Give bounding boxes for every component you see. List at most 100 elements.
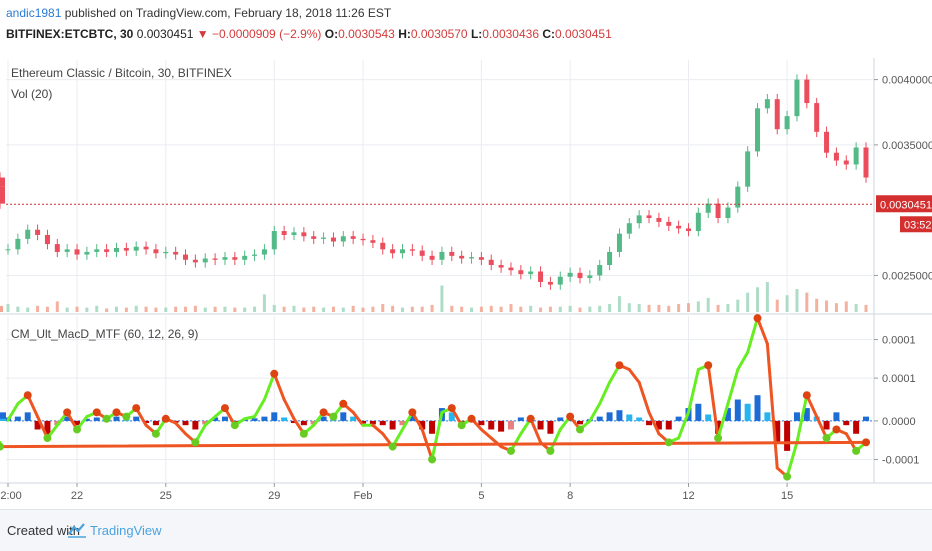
macd-histogram-bar (774, 420, 781, 443)
volume-bar (154, 307, 158, 312)
macd-histogram-bar (764, 412, 771, 421)
volume-bar (440, 285, 444, 312)
time-tick-label: 8 (567, 490, 573, 502)
candle-body (814, 103, 820, 132)
macd-cross-dot (63, 408, 72, 417)
macd-cross-dot (230, 421, 239, 430)
candle-body (784, 116, 790, 130)
macd-histogram-bar (517, 417, 524, 421)
candle-body (173, 251, 179, 255)
tradingview-brand[interactable]: TradingView (90, 523, 162, 538)
created-with-text: Created with (7, 523, 80, 538)
macd-histogram-bar (803, 408, 810, 421)
macd-histogram-bar (251, 418, 258, 421)
candle-body (25, 229, 31, 239)
candle-body (261, 249, 267, 255)
volume-bar (578, 307, 582, 312)
macd-cross-dot (23, 391, 32, 400)
candle-body (35, 229, 41, 235)
macd-line-segment (0, 440, 868, 449)
macd-line-segment (430, 410, 444, 461)
macd-tick-label: 0.0000 (882, 416, 916, 428)
macd-line-segment (736, 350, 750, 372)
candle-body (94, 249, 100, 252)
time-axis: 12:00 22 25 29 Feb 5 8 12 15 (0, 483, 793, 502)
volume-bar (322, 307, 326, 312)
macd-histogram-bar (34, 420, 41, 430)
volume-bar (55, 301, 59, 312)
candle-body (64, 249, 70, 252)
volume-bar (479, 306, 483, 312)
macd-histogram-bar (833, 412, 840, 421)
volume-bar (499, 306, 503, 312)
macd-line-segment (6, 402, 20, 422)
macd-histogram-bar (202, 420, 209, 425)
candle-body (123, 248, 129, 251)
candle-body (705, 203, 711, 213)
macd-histogram-bar (44, 420, 51, 439)
tradingview-logo-icon[interactable] (68, 522, 86, 538)
volume-bar (371, 306, 375, 312)
macd-histogram-bar (843, 420, 850, 426)
candle-body (843, 160, 849, 165)
volume-bar (489, 305, 493, 312)
volume-bar (726, 304, 730, 312)
candle-body (15, 238, 21, 250)
volume-bar (677, 304, 681, 312)
candle-body (419, 250, 425, 256)
macd-histogram-bar (606, 412, 613, 421)
candle-body (666, 221, 672, 226)
candle-body (252, 254, 258, 256)
macd-line-segment (174, 421, 188, 436)
macd-histogram-bar (636, 417, 643, 421)
chart-canvas[interactable]: 0.0040000 0.0035000 0.0025000 0.0030451 03:5… (0, 0, 932, 509)
candle-body (853, 147, 859, 165)
macd-histogram-bar (74, 420, 81, 426)
volume-bar (381, 304, 385, 312)
volume-bar (539, 307, 543, 312)
candle-body (735, 186, 741, 208)
macd-line-segment (706, 363, 720, 440)
macd-cross-dot (0, 442, 4, 451)
publisher-line: andic1981 published on TradingView.com, … (6, 6, 391, 20)
macd-cross-dot (753, 314, 762, 323)
candle-body (764, 99, 770, 109)
candle-body (439, 251, 445, 260)
author-link[interactable]: andic1981 (6, 6, 62, 20)
macd-histogram-bar (152, 420, 159, 426)
volume-bar (134, 305, 138, 312)
macd-cross-dot (388, 442, 397, 451)
symbol-label: BITFINEX:ETCBTC, 30 (6, 27, 134, 41)
candle-body (380, 242, 386, 250)
macd-cross-dot (43, 434, 52, 443)
candle-body (616, 233, 622, 252)
candle-body (84, 251, 90, 255)
macd-histogram-bar (498, 420, 505, 432)
macd-histogram-bar (133, 416, 140, 421)
macd-histogram-bar (182, 420, 189, 426)
macd-histogram-bar (64, 416, 71, 421)
candle-body (0, 177, 5, 187)
symbol-ohlc-line: BITFINEX:ETCBTC, 30 0.0030451 ▼ −0.00009… (6, 27, 612, 41)
candle-body (833, 152, 839, 161)
countdown-label: 03:52 (904, 219, 932, 231)
candle-body (113, 248, 119, 252)
macd-histogram-bar (389, 420, 396, 430)
macd-pane[interactable]: 0.0001 0.0001 0.0000 -0.0001 CM_Ult_MacD_MTF… (0, 314, 919, 483)
volume-study-label: Vol (20) (11, 87, 52, 101)
candle-body (340, 236, 346, 242)
change-value: −0.0000909 (−2.9%) (212, 27, 322, 41)
volume-bar (529, 305, 533, 312)
price-pane[interactable]: 0.0040000 0.0035000 0.0025000 0.0030451 03:5… (0, 58, 932, 485)
volume-bar (588, 306, 592, 312)
macd-histogram-bar (616, 410, 623, 421)
volume-bar (95, 305, 99, 312)
current-price-tag (876, 195, 932, 213)
macd-line-segment (677, 410, 690, 440)
footer-bar: Created with TradingView (0, 509, 932, 551)
candle-body (646, 215, 652, 218)
macd-tick-label: 0.0001 (882, 335, 916, 347)
volume-bar (292, 305, 296, 312)
macd-histogram-bar (419, 420, 426, 430)
macd-histogram-bar (695, 403, 702, 421)
